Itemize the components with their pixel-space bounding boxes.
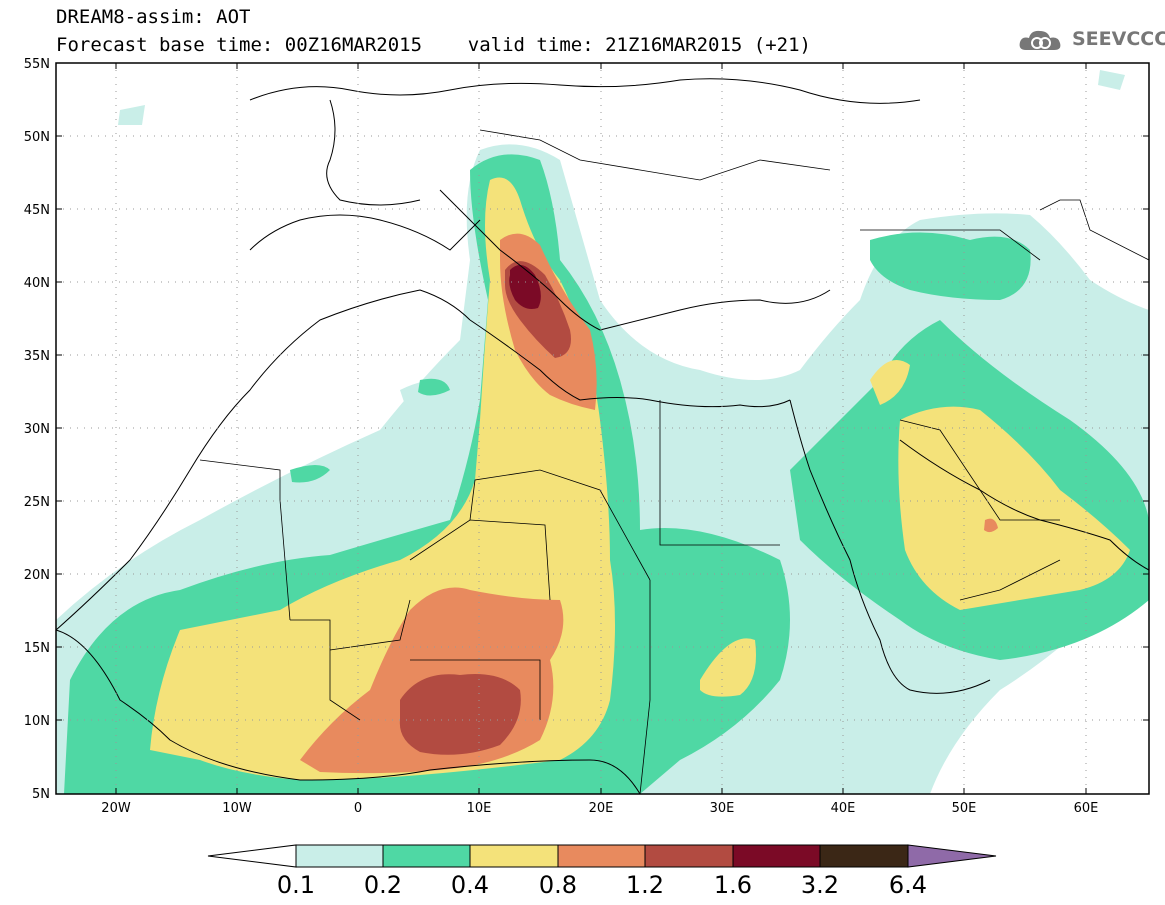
- colorbar-swatch: [819, 844, 909, 868]
- forecast-time-line: Forecast base time: 00Z16MAR2015 valid t…: [56, 34, 811, 56]
- colorbar-swatch: [557, 844, 646, 868]
- lat-tick-label: 30N: [24, 422, 50, 437]
- lon-tick-label: 10W: [222, 801, 252, 816]
- lat-tick-label: 50N: [24, 130, 50, 145]
- lat-tick-label: 55N: [24, 57, 50, 72]
- lon-tick-label: 10E: [467, 801, 492, 816]
- lat-tick-label: 5N: [32, 787, 50, 802]
- lon-axis: 20W 10W 0 10E 20E 30E 40E 50E 60E: [101, 63, 1098, 816]
- lon-tick-label: 20E: [589, 801, 614, 816]
- lon-tick-label: 50E: [952, 801, 977, 816]
- colorbar-label: 0.8: [539, 871, 577, 899]
- colorbar-label: 0.2: [364, 871, 402, 899]
- colorbar-label: 1.6: [714, 871, 752, 899]
- lon-tick-label: 40E: [831, 801, 856, 816]
- colorbar-label: 1.2: [626, 871, 664, 899]
- lat-tick-label: 45N: [24, 203, 50, 218]
- country-borders: [199, 129, 1149, 794]
- gridlines: [56, 63, 1149, 794]
- colorbar-low-arrow: [207, 844, 297, 868]
- cloud-logo-icon: [1019, 30, 1061, 50]
- colorbar-label: 6.4: [889, 871, 927, 899]
- colorbar-swatch: [382, 844, 471, 868]
- lat-tick-label: 20N: [24, 568, 50, 583]
- aot-field: [56, 63, 1149, 794]
- colorbar-label: 3.2: [801, 871, 839, 899]
- colorbar-label: 0.4: [451, 871, 489, 899]
- lon-tick-label: 0: [354, 801, 362, 816]
- map-title: DREAM8-assim: AOT: [56, 6, 251, 28]
- seevccc-logo: SEEVCCC: [1018, 26, 1165, 56]
- lat-tick-label: 10N: [24, 714, 50, 729]
- lon-tick-label: 60E: [1074, 801, 1099, 816]
- colorbar-high-arrow: [907, 844, 997, 868]
- lat-tick-label: 15N: [24, 641, 50, 656]
- lon-tick-label: 30E: [710, 801, 735, 816]
- colorbar-swatch: [732, 844, 821, 868]
- lat-tick-label: 25N: [24, 495, 50, 510]
- colorbar: 0.1 0.2 0.4 0.8 1.2 1.6 3.2 6.4: [207, 844, 997, 899]
- colorbar-swatch: [644, 844, 734, 868]
- lat-tick-label: 35N: [24, 349, 50, 364]
- colorbar-label: 0.1: [277, 871, 315, 899]
- coastlines: [56, 78, 1149, 794]
- colorbar-swatch: [295, 844, 384, 868]
- lon-tick-label: 20W: [101, 801, 131, 816]
- colorbar-swatch: [469, 844, 559, 868]
- logo-text: SEEVCCC: [1072, 28, 1165, 50]
- lat-axis: 55N 50N 45N 40N 35N 30N 25N 20N 15N 10N …: [24, 57, 1149, 802]
- lat-tick-label: 40N: [24, 276, 50, 291]
